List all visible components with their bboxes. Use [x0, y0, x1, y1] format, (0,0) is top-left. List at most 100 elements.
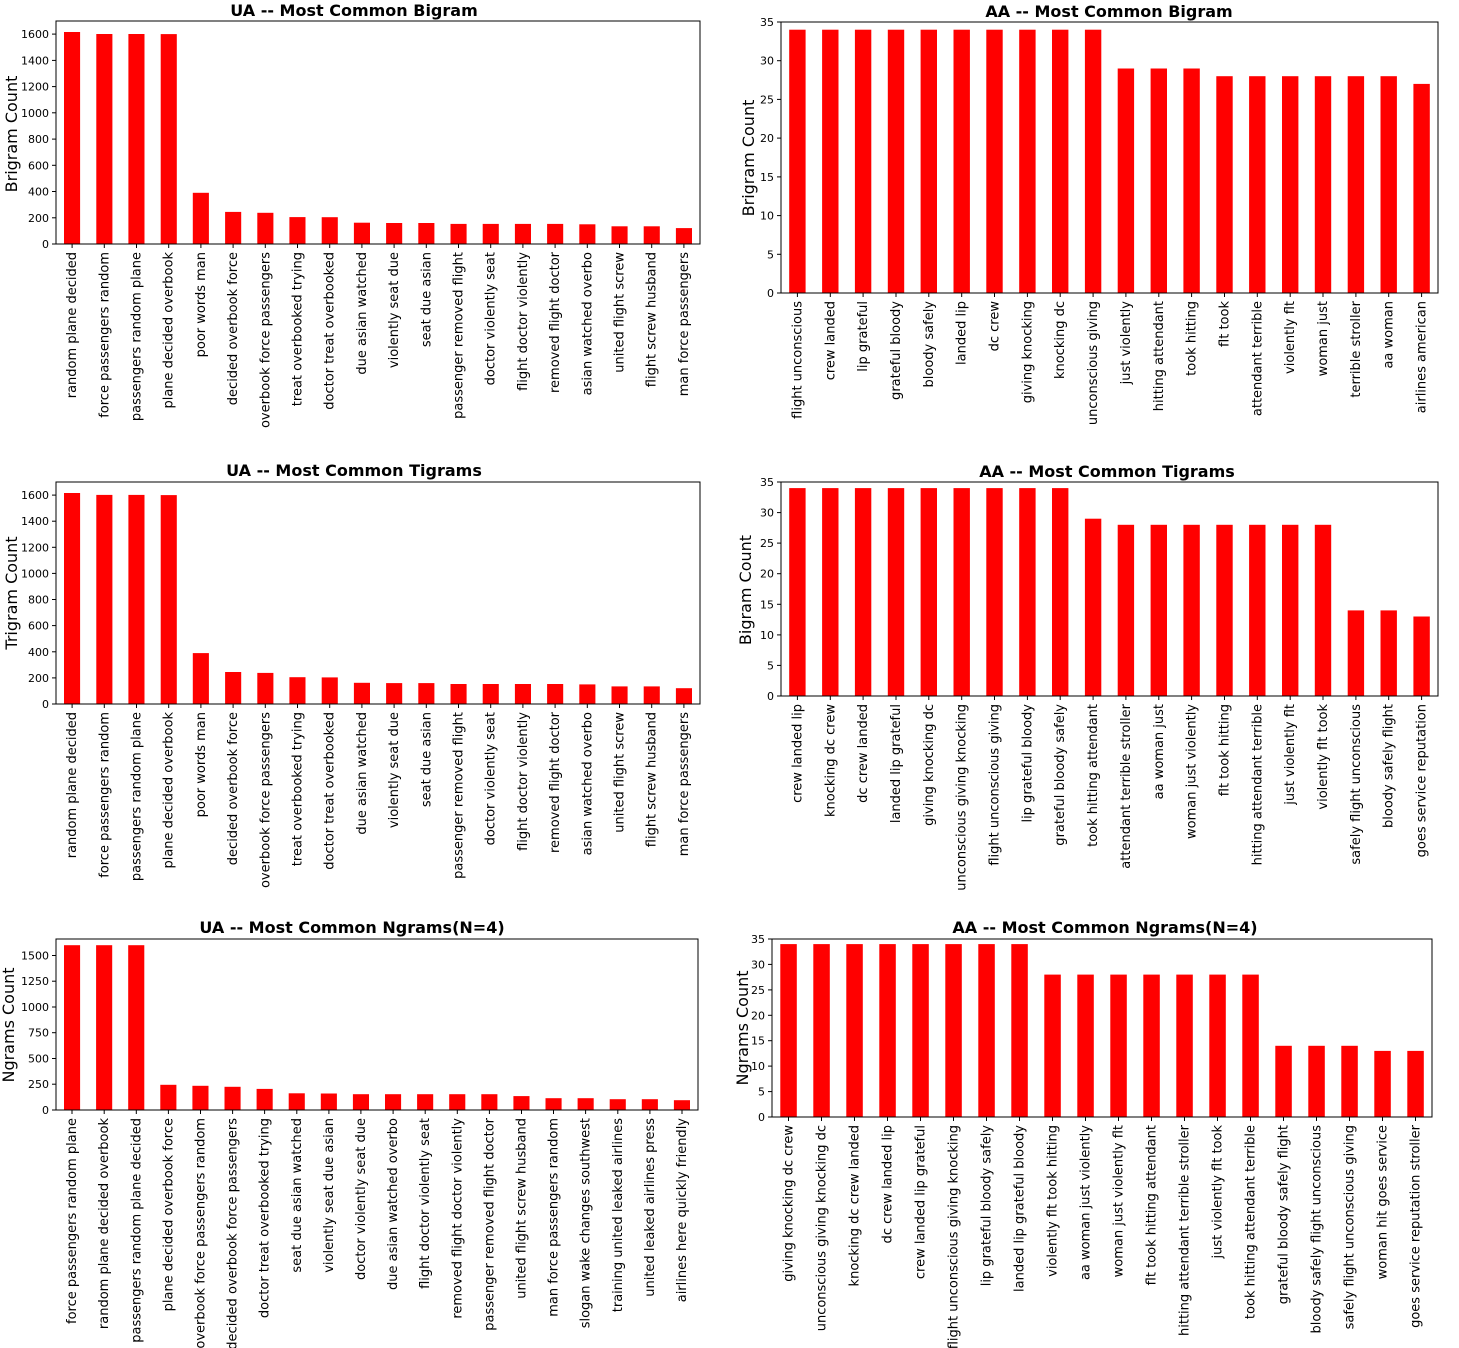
bar: [1176, 974, 1193, 1117]
x-tick-label: knocking dc crew: [823, 704, 838, 817]
bar: [449, 1094, 466, 1110]
x-tick-label: grateful bloody safely flight: [1277, 1125, 1292, 1304]
bar: [1413, 616, 1430, 696]
x-tick-label: decided overbook force: [226, 252, 241, 405]
bar: [1374, 1050, 1391, 1117]
x-tick-label: landed lip grateful: [889, 704, 904, 823]
y-tick-label: 1400: [21, 515, 49, 528]
bar: [96, 34, 113, 244]
x-tick-label: crew landed lip grateful: [914, 1125, 929, 1279]
x-tick-label: flight screw husband: [645, 712, 660, 847]
bar: [1347, 610, 1365, 696]
bar: [675, 688, 692, 704]
x-tick-label: removed flight doctor violently: [450, 1118, 465, 1319]
chart-title: UA -- Most Common Ngrams(N=4): [199, 918, 504, 937]
x-tick-label: lip grateful: [856, 301, 871, 372]
x-tick-label: hitting attendant: [1152, 301, 1167, 411]
x-tick-label: violently seat due: [387, 712, 402, 828]
bar: [481, 1094, 498, 1110]
x-tick-label: seat due asian: [419, 252, 434, 347]
y-tick-label: 10: [760, 210, 774, 223]
x-tick-label: took hitting: [1185, 301, 1200, 376]
y-tick-label: 400: [28, 186, 49, 199]
bar: [579, 684, 596, 704]
y-tick-label: 400: [28, 646, 49, 659]
bar: [1380, 610, 1397, 696]
y-tick-label: 1250: [21, 975, 49, 988]
x-tick-label: doctor treat overbooked trying: [258, 1118, 273, 1318]
x-tick-label: plane decided overbook: [162, 712, 177, 869]
x-tick-label: crew landed lip: [790, 704, 805, 803]
x-tick-label: doctor treat overbooked: [323, 712, 338, 870]
bar: [912, 944, 929, 1117]
bar: [288, 1093, 305, 1110]
bar: [353, 682, 370, 704]
bar: [64, 32, 81, 244]
x-tick-label: seat due asian: [419, 712, 434, 807]
y-tick-label: 10: [751, 1060, 765, 1073]
x-tick-label: slogan wake changes southwest: [579, 1118, 594, 1328]
x-tick-label: safely flight unconscious giving: [1343, 1125, 1358, 1329]
x-tick-label: united flight screw: [613, 712, 628, 833]
y-tick-label: 750: [28, 1027, 49, 1040]
y-tick-label: 1400: [21, 54, 49, 67]
bar: [547, 223, 564, 244]
bar: [577, 1098, 594, 1110]
y-tick-label: 5: [767, 248, 774, 261]
x-tick-label: dc crew landed lip: [881, 1125, 896, 1243]
y-axis-label: Brigram Count: [2, 76, 21, 193]
bar: [1275, 1045, 1292, 1117]
bar: [1143, 974, 1160, 1117]
bar: [514, 223, 531, 244]
bar: [514, 684, 531, 704]
x-tick-label: flight doctor violently: [516, 252, 531, 391]
y-tick-label: 1000: [21, 107, 49, 120]
x-tick-label: violently seat due: [387, 252, 402, 368]
x-tick-label: passengers random plane decided: [129, 1118, 144, 1343]
bar: [289, 677, 306, 704]
bar: [96, 945, 113, 1110]
x-tick-label: united leaked airlines press: [643, 1118, 658, 1297]
x-tick-label: violently seat due asian: [322, 1118, 337, 1273]
bar: [822, 488, 839, 696]
bar: [352, 1094, 369, 1110]
x-tick-label: due asian watched: [355, 712, 370, 835]
y-tick-label: 0: [767, 287, 774, 300]
x-tick-label: flight unconscious giving knocking: [947, 1125, 962, 1348]
x-tick-label: woman hit goes service: [1376, 1125, 1391, 1279]
chart-title: UA -- Most Common Tigrams: [226, 461, 482, 480]
y-tick-label: 5: [767, 659, 774, 672]
bar: [321, 217, 338, 244]
bar: [96, 494, 113, 704]
bar: [1380, 76, 1397, 293]
bar: [160, 495, 177, 704]
y-tick-label: 1600: [21, 489, 49, 502]
y-tick-label: 0: [42, 238, 49, 251]
x-tick-label: overbook force passengers: [258, 712, 273, 888]
y-tick-label: 800: [28, 594, 49, 607]
y-tick-label: 0: [42, 1104, 49, 1117]
y-tick-label: 0: [758, 1111, 765, 1124]
bar: [1183, 524, 1200, 696]
x-tick-label: lip grateful bloody safely: [980, 1125, 995, 1287]
bar: [1314, 524, 1332, 696]
bar: [953, 29, 970, 293]
bar: [1011, 944, 1028, 1117]
bar: [418, 683, 435, 704]
x-tick-label: violently flt took: [1316, 704, 1331, 810]
x-tick-label: poor words man: [194, 712, 209, 817]
y-tick-label: 1600: [21, 28, 49, 41]
y-tick-label: 600: [28, 159, 49, 172]
bar: [879, 944, 896, 1117]
x-tick-label: random plane decided: [65, 252, 80, 398]
x-tick-label: grateful bloody safely: [1053, 704, 1068, 846]
bar: [1044, 974, 1061, 1117]
x-tick-label: united flight screw husband: [515, 1118, 530, 1299]
y-tick-label: 30: [760, 55, 774, 68]
bar: [854, 29, 872, 293]
bar: [1249, 524, 1266, 696]
bar: [1084, 518, 1102, 696]
y-tick-label: 600: [28, 620, 49, 633]
x-tick-label: united flight screw: [613, 252, 628, 373]
